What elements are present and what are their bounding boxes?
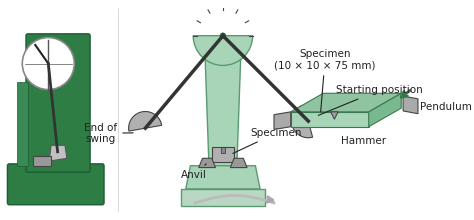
Polygon shape	[291, 93, 401, 112]
Circle shape	[220, 33, 226, 38]
Circle shape	[22, 38, 74, 90]
Polygon shape	[291, 112, 369, 127]
Text: Scale: Scale	[0, 219, 1, 220]
FancyBboxPatch shape	[17, 82, 28, 166]
Polygon shape	[230, 158, 247, 168]
Text: Starting position: Starting position	[318, 85, 423, 115]
Polygon shape	[292, 105, 313, 138]
Text: Anvil: Anvil	[181, 164, 207, 180]
Polygon shape	[128, 112, 162, 131]
Polygon shape	[204, 36, 241, 166]
Polygon shape	[403, 96, 418, 114]
Text: Hammer: Hammer	[341, 136, 386, 146]
Polygon shape	[331, 112, 338, 119]
FancyBboxPatch shape	[181, 189, 264, 206]
Polygon shape	[199, 158, 216, 168]
Text: Pendulum: Pendulum	[420, 102, 472, 112]
FancyBboxPatch shape	[8, 164, 104, 205]
FancyBboxPatch shape	[212, 147, 234, 162]
Wedge shape	[193, 36, 253, 65]
FancyBboxPatch shape	[221, 147, 225, 153]
Text: Specimen: Specimen	[233, 128, 302, 153]
Text: Specimen
(10 × 10 × 75 mm): Specimen (10 × 10 × 75 mm)	[274, 49, 376, 112]
Polygon shape	[186, 166, 260, 189]
Polygon shape	[49, 145, 67, 161]
Text: End of
swing: End of swing	[84, 123, 133, 144]
Polygon shape	[33, 156, 51, 166]
FancyBboxPatch shape	[26, 34, 90, 172]
Polygon shape	[369, 93, 401, 127]
Polygon shape	[274, 112, 291, 130]
